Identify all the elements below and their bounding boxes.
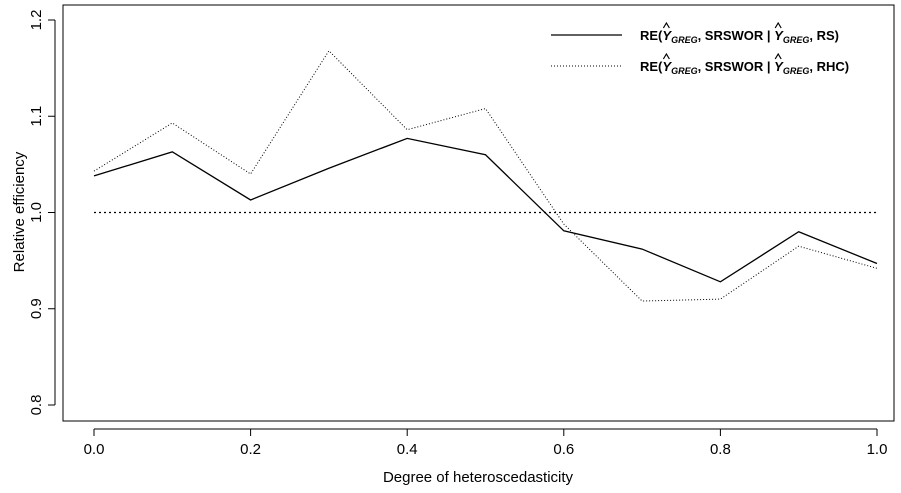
x-tick-label: 0.2 <box>240 441 261 458</box>
legend-text-part: , SRSWOR | <box>698 59 775 74</box>
y-axis-title: Relative efficiency <box>11 151 28 272</box>
legend-label-1: RE(YGREG, SRSWOR | YGREG, RS) <box>640 28 839 45</box>
x-tick-label: 0.0 <box>84 441 105 458</box>
hat-accent <box>662 52 670 60</box>
hat-accent <box>662 21 670 29</box>
x-tick-label: 1.0 <box>867 441 888 458</box>
legend-symbol: Y <box>662 59 672 74</box>
x-axis-title: Degree of heteroscedasticity <box>383 469 574 486</box>
y-tick-label: 1.1 <box>28 106 45 127</box>
legend-text-part: RE( <box>640 28 663 43</box>
series-line-1 <box>93 137 878 283</box>
legend-subscript: GREG <box>671 66 698 76</box>
legend-symbol: Y <box>774 59 784 74</box>
x-tick-label: 0.4 <box>397 441 418 458</box>
x-tick-label: 0.6 <box>553 441 574 458</box>
legend-label-2: RE(YGREG, SRSWOR | YGREG, RHC) <box>640 59 849 76</box>
legend-symbol: Y <box>774 28 784 43</box>
legend-subscript: GREG <box>783 66 810 76</box>
hat-accent <box>774 21 782 29</box>
axes: 0.0 0.2 0.4 0.6 0.8 1.0 0.8 0.9 1.0 1.1 1.2 <box>28 10 887 458</box>
legend-text-part: , SRSWOR | <box>698 28 775 43</box>
y-tick-label: 0.8 <box>28 395 45 416</box>
series-line-2 <box>93 50 878 302</box>
y-tick-label: 0.9 <box>28 298 45 319</box>
plot-box <box>62 4 895 422</box>
hat-accent <box>774 52 782 60</box>
legend-subscript: GREG <box>783 35 810 45</box>
series-group <box>93 50 878 302</box>
legend-symbol: Y <box>662 28 672 43</box>
x-tick-label: 0.8 <box>710 441 731 458</box>
y-tick-label: 1.2 <box>28 10 45 31</box>
legend-text-part: , RS) <box>809 28 839 43</box>
y-tick-label: 1.0 <box>28 202 45 223</box>
legend-subscript: GREG <box>671 35 698 45</box>
legend-text-part: RE( <box>640 59 663 74</box>
legend: RE(YGREG, SRSWOR | YGREG, RS)RE(YGREG, S… <box>551 21 849 76</box>
legend-text-part: , RHC) <box>809 59 849 74</box>
